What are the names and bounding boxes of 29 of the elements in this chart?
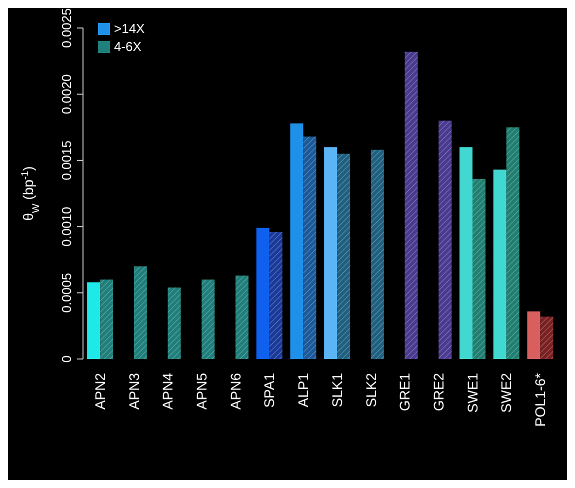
bar	[493, 170, 506, 359]
y-tick-label: 0.0015	[59, 140, 74, 180]
x-tick-label: GRE2	[430, 372, 446, 412]
x-tick-label: GRE1	[396, 372, 413, 412]
y-tick-label: 0.0005	[59, 272, 74, 313]
x-tick-label: POL1-6*	[532, 372, 548, 427]
legend-label: 4-6X	[114, 39, 142, 54]
bar	[527, 311, 540, 359]
bar	[290, 123, 304, 359]
y-tick-label: 0.0025	[59, 8, 74, 48]
x-tick-label: ALP1	[295, 372, 312, 408]
x-tick-label: SWE1	[464, 372, 480, 413]
x-tick-label: APN3	[126, 372, 142, 410]
y-tick-label: 0	[59, 355, 74, 363]
y-tick-label: 0.0010	[59, 206, 74, 246]
bar	[87, 282, 100, 359]
bar	[256, 228, 270, 359]
x-tick-label: APN5	[194, 372, 210, 410]
x-tick-label: SLK1	[328, 372, 345, 408]
x-tick-label: APN4	[160, 372, 176, 410]
x-tick-label: APN6	[227, 372, 244, 410]
y-tick-label: 0.0020	[59, 74, 74, 114]
x-tick-label: SPA1	[261, 372, 278, 408]
bar	[324, 147, 338, 359]
bar	[459, 147, 472, 359]
legend-label: >14X	[114, 21, 145, 36]
x-tick-label: SWE2	[498, 372, 514, 413]
x-tick-label: APN2	[92, 372, 108, 410]
x-tick-label: SLK2	[362, 372, 379, 408]
